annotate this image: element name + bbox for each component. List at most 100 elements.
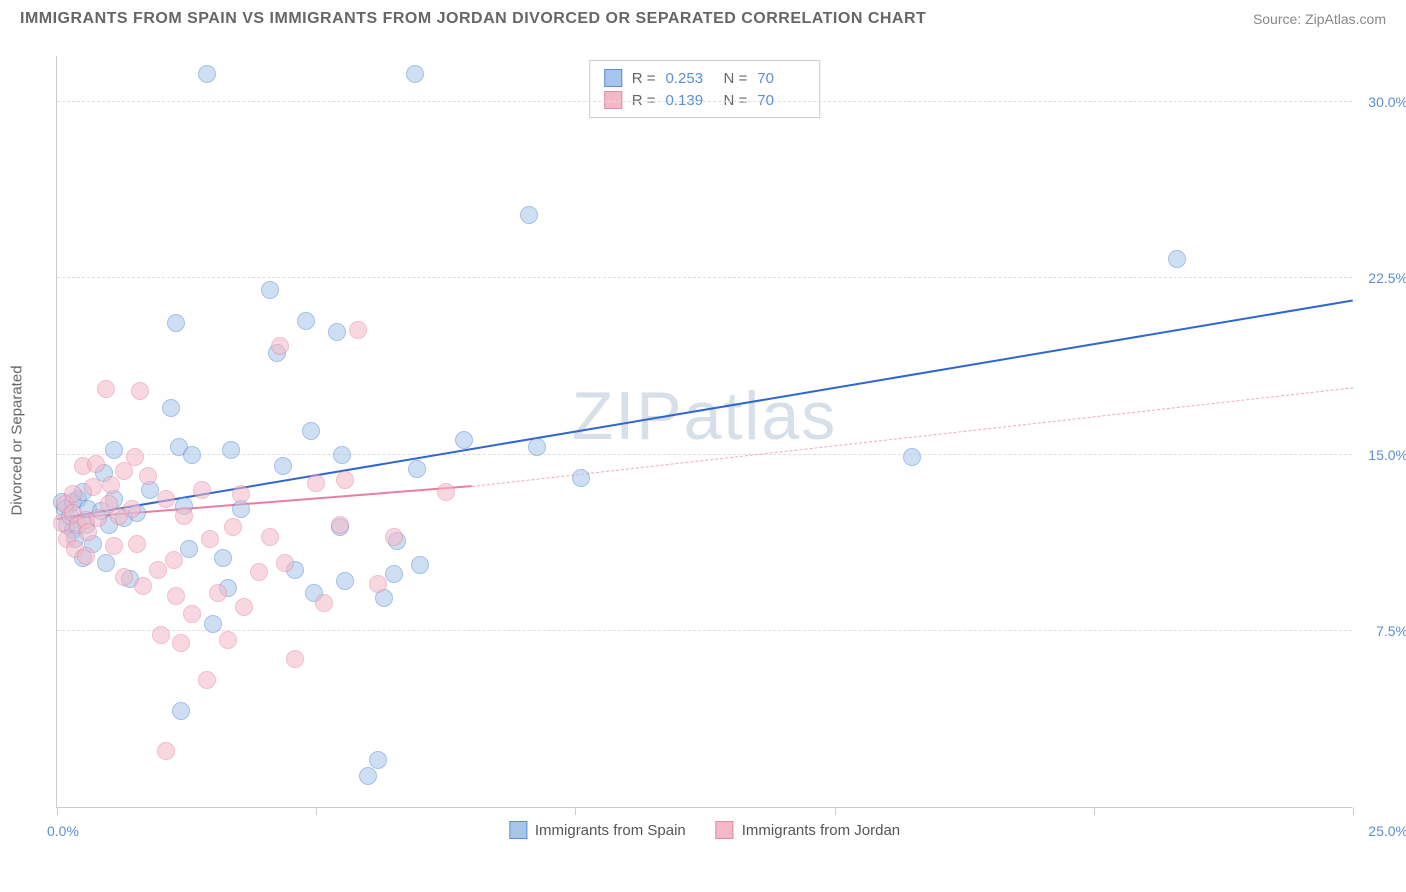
data-point (165, 551, 183, 569)
data-point (222, 441, 240, 459)
n-label: N = (724, 70, 748, 87)
data-point (408, 460, 426, 478)
data-point (193, 481, 211, 499)
data-point (232, 485, 250, 503)
data-point (333, 446, 351, 464)
data-point (157, 490, 175, 508)
data-point (359, 767, 377, 785)
swatch-spain (509, 821, 527, 839)
n-value-jordan: 70 (757, 92, 805, 109)
x-tick (835, 807, 836, 815)
data-point (105, 537, 123, 555)
y-tick-label: 22.5% (1358, 270, 1406, 286)
data-point (336, 471, 354, 489)
data-point (369, 575, 387, 593)
data-point (115, 568, 133, 586)
n-value-spain: 70 (757, 70, 805, 87)
data-point (152, 626, 170, 644)
data-point (219, 631, 237, 649)
data-point (214, 549, 232, 567)
data-point (97, 380, 115, 398)
n-label: N = (724, 92, 748, 109)
data-point (328, 323, 346, 341)
data-point (455, 431, 473, 449)
data-point (331, 516, 349, 534)
y-tick-label: 7.5% (1358, 623, 1406, 639)
data-point (271, 337, 289, 355)
data-point (162, 399, 180, 417)
source-prefix: Source: (1253, 11, 1305, 27)
data-point (105, 441, 123, 459)
data-point (172, 702, 190, 720)
gridline (57, 277, 1352, 278)
data-point (406, 65, 424, 83)
x-tick (316, 807, 317, 815)
data-point (261, 528, 279, 546)
chart-title: IMMIGRANTS FROM SPAIN VS IMMIGRANTS FROM… (20, 10, 926, 28)
data-point (209, 584, 227, 602)
data-point (572, 469, 590, 487)
data-point (134, 577, 152, 595)
source-name: ZipAtlas.com (1305, 11, 1386, 27)
data-point (336, 572, 354, 590)
data-point (204, 615, 222, 633)
data-point (123, 500, 141, 518)
legend-stats: R = 0.253 N = 70 R = 0.139 N = 70 (589, 60, 821, 118)
data-point (131, 382, 149, 400)
y-tick-label: 30.0% (1358, 94, 1406, 110)
data-point (385, 565, 403, 583)
data-point (437, 483, 455, 501)
data-point (97, 554, 115, 572)
r-value-spain: 0.253 (666, 70, 714, 87)
swatch-spain (604, 69, 622, 87)
data-point (369, 751, 387, 769)
legend-label-jordan: Immigrants from Jordan (742, 822, 900, 839)
data-point (64, 485, 82, 503)
data-point (274, 457, 292, 475)
data-point (167, 314, 185, 332)
r-label: R = (632, 92, 656, 109)
swatch-jordan (716, 821, 734, 839)
source-label: Source: ZipAtlas.com (1253, 11, 1386, 27)
data-point (235, 598, 253, 616)
data-point (180, 540, 198, 558)
x-tick (57, 807, 58, 815)
y-axis-title: Divorced or Separated (9, 365, 26, 515)
data-point (224, 518, 242, 536)
legend-label-spain: Immigrants from Spain (535, 822, 686, 839)
legend-series: Immigrants from Spain Immigrants from Jo… (509, 821, 900, 839)
data-point (157, 742, 175, 760)
x-tick (1353, 807, 1354, 815)
scatter-chart: Divorced or Separated ZIPatlas 0.0% 25.0… (56, 56, 1352, 808)
data-point (126, 448, 144, 466)
data-point (84, 478, 102, 496)
data-point (286, 650, 304, 668)
data-point (903, 448, 921, 466)
data-point (102, 476, 120, 494)
data-point (183, 605, 201, 623)
data-point (349, 321, 367, 339)
gridline (57, 101, 1352, 102)
trend-line (472, 388, 1353, 488)
watermark: ZIPatlas (572, 377, 837, 455)
data-point (297, 312, 315, 330)
data-point (172, 634, 190, 652)
gridline (57, 454, 1352, 455)
data-point (276, 554, 294, 572)
data-point (302, 422, 320, 440)
legend-stats-row-spain: R = 0.253 N = 70 (604, 67, 806, 89)
data-point (201, 530, 219, 548)
y-tick-label: 15.0% (1358, 447, 1406, 463)
data-point (175, 507, 193, 525)
swatch-jordan (604, 91, 622, 109)
data-point (520, 206, 538, 224)
data-point (128, 535, 146, 553)
x-tick (575, 807, 576, 815)
data-point (139, 467, 157, 485)
data-point (1168, 250, 1186, 268)
r-label: R = (632, 70, 656, 87)
data-point (198, 65, 216, 83)
data-point (315, 594, 333, 612)
x-min-label: 0.0% (47, 823, 79, 839)
data-point (250, 563, 268, 581)
